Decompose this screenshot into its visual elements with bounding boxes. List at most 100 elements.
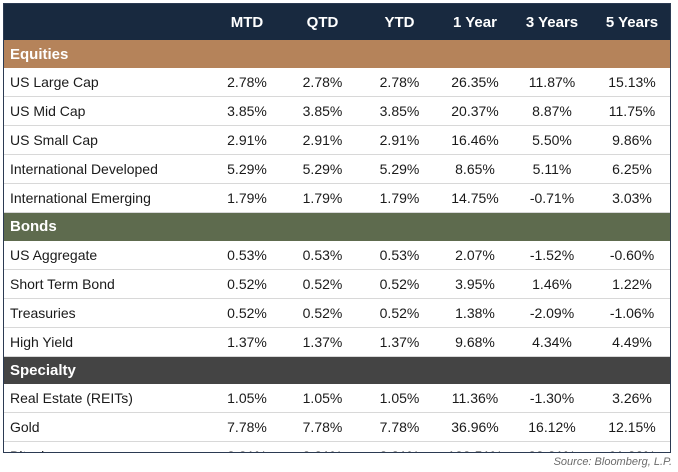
cell-value: 9.68% (438, 327, 512, 357)
cell-value: -1.30% (512, 384, 592, 413)
cell-value: 8.81% (361, 442, 438, 452)
cell-value: 138.51% (438, 442, 512, 452)
cell-value: 38.21% (512, 442, 592, 452)
row-label: Real Estate (REITs) (4, 384, 210, 413)
cell-value: 3.85% (284, 96, 361, 126)
cell-value: -0.71% (512, 183, 592, 213)
table-row: International Emerging 1.79% 1.79% 1.79% 14.… (4, 183, 670, 213)
cell-value: 3.26% (592, 384, 670, 413)
row-label: US Small Cap (4, 125, 210, 155)
cell-value: 2.78% (361, 68, 438, 97)
cell-value: 1.38% (438, 298, 512, 328)
cell-value: 4.49% (592, 327, 670, 357)
cell-value: 2.91% (284, 125, 361, 155)
section-title: Specialty (10, 361, 76, 379)
cell-value: 5.29% (210, 154, 284, 184)
cell-value: 26.35% (438, 68, 512, 97)
table-row: Short Term Bond 0.52% 0.52% 0.52% 3.95% 1.46%… (4, 269, 670, 299)
cell-value: 0.53% (284, 240, 361, 270)
table-row: US Large Cap 2.78% 2.78% 2.78% 26.35% 11.87% 1… (4, 68, 670, 97)
cell-value: 5.29% (361, 154, 438, 184)
table-row: US Aggregate 0.53% 0.53% 0.53% 2.07% -1.52% -0… (4, 240, 670, 270)
cell-value: 1.79% (210, 183, 284, 213)
header-mtd: MTD (230, 13, 264, 31)
table-row: Bitcoin8.81%8.81%8.81%138.51%38.21%61.22… (4, 442, 670, 452)
cell-value: 0.52% (284, 269, 361, 299)
returns-table-frame: MTD QTD YTD 1 Year 3 Years 5 Years Equit… (3, 3, 671, 453)
cell-value: 2.78% (210, 68, 284, 97)
cell-value: 0.52% (361, 298, 438, 328)
section-header-equities: Equities (4, 40, 670, 68)
table-row: Treasuries 0.52% 0.52% 0.52% 1.38% -2.09% -1.0… (4, 298, 670, 328)
cell-value: 3.95% (438, 269, 512, 299)
cell-value: 2.91% (361, 125, 438, 155)
header-3-years: 3 Years (525, 13, 579, 31)
cell-value: 7.78% (284, 412, 361, 442)
cell-value: 0.52% (361, 269, 438, 299)
cell-value: 16.46% (438, 125, 512, 155)
header-qtd: QTD (306, 13, 339, 31)
cell-value: 14.75% (438, 183, 512, 213)
section-header-specialty: Specialty (4, 356, 670, 384)
cell-value: 11.36% (438, 384, 512, 413)
cell-value: 8.81% (284, 442, 361, 452)
cell-value: 1.79% (361, 183, 438, 213)
returns-table: MTD QTD YTD 1 Year 3 Years 5 Years Equit… (4, 4, 670, 452)
cell-value: 1.37% (361, 327, 438, 357)
cell-value: 5.29% (284, 154, 361, 184)
cell-value: 61.22% (592, 442, 670, 452)
cell-value: 11.75% (592, 96, 670, 126)
cell-value: 1.37% (210, 327, 284, 357)
header-1-year: 1 Year (453, 13, 497, 31)
cell-value: 7.78% (361, 412, 438, 442)
cell-value: 1.37% (284, 327, 361, 357)
cell-value: 15.13% (592, 68, 670, 97)
cell-value: 1.05% (210, 384, 284, 413)
cell-value: 0.52% (210, 298, 284, 328)
cell-value: 2.78% (284, 68, 361, 97)
section-title: Bonds (10, 218, 57, 236)
header-5-years: 5 Years (605, 13, 659, 31)
section-title: Equities (10, 45, 69, 63)
cell-value: 8.65% (438, 154, 512, 184)
cell-value: 1.79% (284, 183, 361, 213)
cell-value: 8.87% (512, 96, 592, 126)
cell-value: 1.05% (284, 384, 361, 413)
cell-value: 0.53% (361, 240, 438, 270)
cell-value: 7.78% (210, 412, 284, 442)
table-row: US Small Cap 2.91% 2.91% 2.91% 16.46% 5.50% 9.… (4, 125, 670, 155)
row-label: Bitcoin (4, 442, 210, 452)
table-body: Equities US Large Cap 2.78% 2.78% 2.78% 26.35… (4, 40, 670, 452)
cell-value: 2.07% (438, 240, 512, 270)
row-label: Gold (4, 412, 210, 442)
cell-value: 4.34% (512, 327, 592, 357)
table-row: International Developed 5.29% 5.29% 5.29% 8.… (4, 154, 670, 184)
cell-value: 1.22% (592, 269, 670, 299)
cell-value: 11.87% (512, 68, 592, 97)
row-label: Short Term Bond (4, 269, 210, 299)
cell-value: -1.52% (512, 240, 592, 270)
row-label: High Yield (4, 327, 210, 357)
cell-value: -1.06% (592, 298, 670, 328)
cell-value: 0.53% (210, 240, 284, 270)
table-row: Real Estate (REITs) 1.05% 1.05% 1.05% 11.36%… (4, 384, 670, 413)
section-header-bonds: Bonds (4, 212, 670, 241)
table-row: High Yield 1.37% 1.37% 1.37% 9.68% 4.34% 4.49% (4, 327, 670, 357)
cell-value: 20.37% (438, 96, 512, 126)
cell-value: 1.05% (361, 384, 438, 413)
cell-value: -0.60% (592, 240, 670, 270)
row-label: Treasuries (4, 298, 210, 328)
header-blank (4, 4, 210, 40)
cell-value: 0.52% (210, 269, 284, 299)
source-note: Source: Bloomberg, L.P. (553, 456, 672, 468)
header-ytd: YTD (384, 13, 415, 31)
row-label: US Aggregate (4, 240, 210, 270)
row-label: International Emerging (4, 183, 210, 213)
cell-value: 3.85% (361, 96, 438, 126)
cell-value: -2.09% (512, 298, 592, 328)
row-label: US Large Cap (4, 68, 210, 97)
cell-value: 2.91% (210, 125, 284, 155)
cell-value: 1.46% (512, 269, 592, 299)
cell-value: 36.96% (438, 412, 512, 442)
cell-value: 3.85% (210, 96, 284, 126)
